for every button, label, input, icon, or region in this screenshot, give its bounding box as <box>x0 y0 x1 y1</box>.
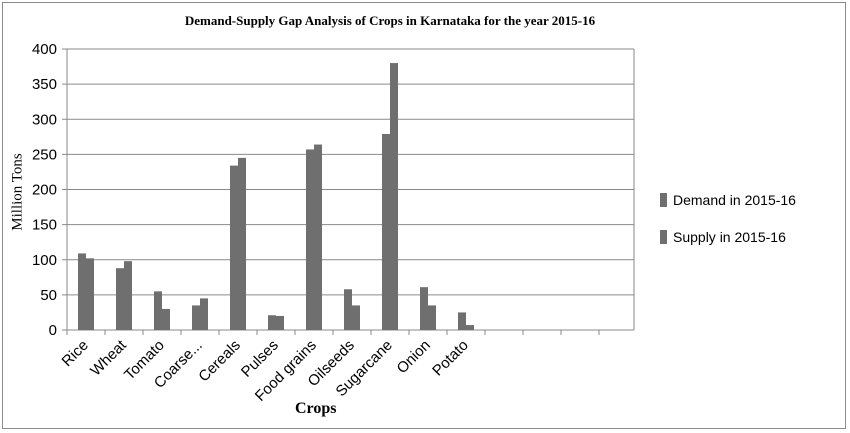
chart-title: Demand-Supply Gap Analysis of Crops in K… <box>184 13 596 28</box>
bar-demand <box>116 268 124 330</box>
bar-supply <box>200 298 208 330</box>
bar-supply <box>86 258 94 330</box>
y-tick-label: 300 <box>32 111 57 128</box>
legend-swatch-supply <box>660 230 667 244</box>
x-tick-label: Potato <box>429 337 472 380</box>
legend-label-demand: Demand in 2015-16 <box>673 192 796 208</box>
bar-supply <box>276 315 284 330</box>
bar-demand <box>382 134 390 330</box>
y-tick-label: 250 <box>32 146 57 163</box>
bar-supply <box>238 157 246 330</box>
x-axis-label: Crops <box>295 400 337 417</box>
y-tick-label: 400 <box>32 41 57 58</box>
legend: Demand in 2015-16 Supply in 2015-16 <box>660 190 796 264</box>
bar-demand <box>78 253 86 330</box>
bar-demand <box>154 291 162 330</box>
legend-item-demand: Demand in 2015-16 <box>660 190 796 210</box>
bar-supply <box>124 261 132 330</box>
legend-label-supply: Supply in 2015-16 <box>673 229 786 245</box>
y-tick-label: 350 <box>32 76 57 93</box>
bar-demand <box>458 312 466 330</box>
bar-demand <box>192 305 200 330</box>
bar-demand <box>268 315 276 330</box>
bar-demand <box>420 287 428 330</box>
x-tick-label: Onion <box>394 337 434 377</box>
bar-demand <box>230 165 238 330</box>
bar-supply <box>428 305 436 330</box>
x-tick-label: Rice <box>59 337 92 370</box>
bar-demand <box>344 289 352 330</box>
chart-frame <box>2 2 846 429</box>
bar-supply <box>390 63 398 331</box>
bar-supply <box>466 325 474 330</box>
legend-item-supply: Supply in 2015-16 <box>660 227 796 247</box>
bar-demand <box>306 149 314 330</box>
x-tick-label: Cereals <box>195 337 244 386</box>
y-tick-label: 150 <box>32 217 57 234</box>
y-tick-label: 0 <box>49 322 57 339</box>
bar-supply <box>162 308 170 330</box>
legend-swatch-demand <box>660 193 667 207</box>
bar-supply <box>352 305 360 330</box>
y-tick-label: 50 <box>40 287 57 304</box>
y-tick-label: 200 <box>32 182 57 199</box>
bar-supply <box>314 144 322 330</box>
y-tick-label: 100 <box>32 252 57 269</box>
